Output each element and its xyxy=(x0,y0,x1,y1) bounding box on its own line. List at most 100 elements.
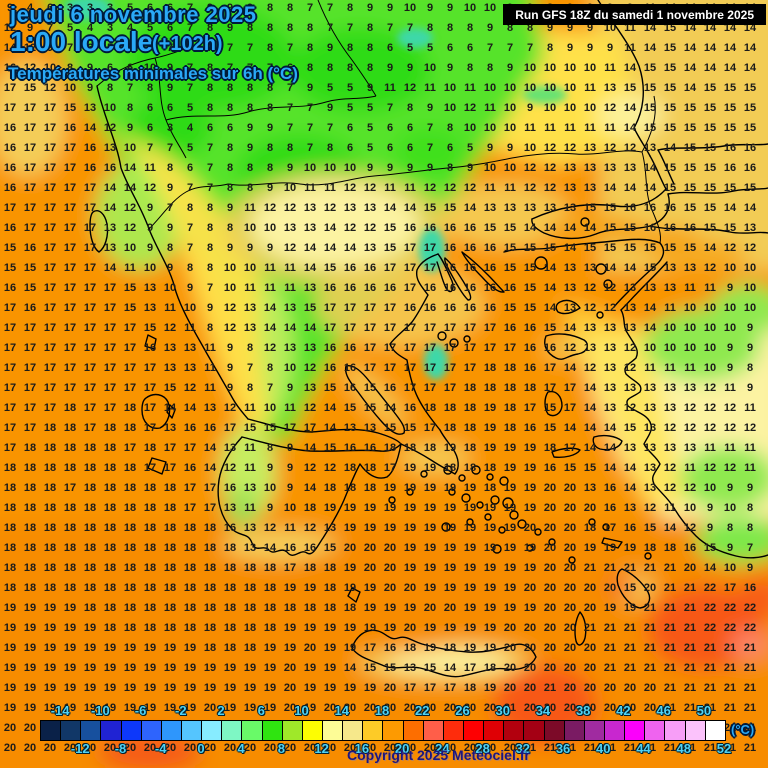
grid-temperature-value: 6 xyxy=(46,2,54,14)
grid-temperature-value: 10 xyxy=(483,122,497,134)
grid-temperature-value: 20 xyxy=(283,682,297,694)
grid-temperature-value: 21 xyxy=(743,722,757,734)
grid-temperature-value: 13 xyxy=(303,342,317,354)
grid-temperature-value: 11 xyxy=(204,342,216,354)
grid-temperature-value: 17 xyxy=(363,362,377,374)
grid-temperature-value: 19 xyxy=(343,642,357,654)
grid-temperature-value: 19 xyxy=(303,702,317,714)
scale-color-cell xyxy=(645,721,666,740)
grid-temperature-value: 13 xyxy=(283,302,297,314)
grid-temperature-value: 18 xyxy=(103,582,117,594)
grid-temperature-value: 5 xyxy=(126,42,134,54)
grid-temperature-value: 13 xyxy=(623,322,637,334)
grid-temperature-value: 18 xyxy=(123,482,137,494)
grid-temperature-value: 12 xyxy=(343,222,357,234)
grid-temperature-value: 14 xyxy=(583,222,597,234)
grid-temperature-value: 19 xyxy=(483,542,497,554)
grid-temperature-value: 19 xyxy=(263,682,277,694)
grid-temperature-value: 9 xyxy=(206,302,214,314)
grid-temperature-value: 6 xyxy=(146,102,154,114)
scale-tick-label: 16 xyxy=(354,741,370,756)
grid-temperature-value: 5 xyxy=(366,102,374,114)
grid-temperature-value: 8 xyxy=(506,22,514,34)
grid-temperature-value: 13 xyxy=(603,322,617,334)
grid-temperature-value: 12 xyxy=(263,522,277,534)
grid-temperature-value: 6 xyxy=(406,122,414,134)
grid-temperature-value: 15 xyxy=(423,662,437,674)
grid-temperature-value: 15 xyxy=(323,382,337,394)
grid-temperature-value: 20 xyxy=(423,742,437,754)
grid-temperature-value: 11 xyxy=(704,282,716,294)
grid-temperature-value: 19 xyxy=(423,622,437,634)
grid-temperature-value: 17 xyxy=(143,462,157,474)
grid-temperature-value: 17 xyxy=(43,142,57,154)
grid-temperature-value: 9 xyxy=(446,2,454,14)
grid-temperature-value: 8 xyxy=(226,222,234,234)
grid-temperature-value: 14 xyxy=(623,102,637,114)
grid-temperature-value: 14 xyxy=(303,442,317,454)
grid-temperature-value: 21 xyxy=(683,622,697,634)
grid-temperature-value: 18 xyxy=(423,442,437,454)
grid-temperature-value: 14 xyxy=(263,542,277,554)
grid-temperature-value: 17 xyxy=(43,362,57,374)
grid-temperature-value: 12 xyxy=(283,202,297,214)
grid-temperature-value: 8 xyxy=(126,102,134,114)
grid-temperature-value: 18 xyxy=(183,562,197,574)
grid-temperature-value: 18 xyxy=(63,422,77,434)
grid-temperature-value: 12 xyxy=(323,202,337,214)
grid-temperature-value: 11 xyxy=(164,302,176,314)
grid-temperature-value: 19 xyxy=(423,542,437,554)
grid-temperature-value: 22 xyxy=(723,622,737,634)
grid-temperature-value: 10 xyxy=(423,62,437,74)
grid-temperature-value: 9 xyxy=(166,82,174,94)
grid-temperature-value: 17 xyxy=(383,362,397,374)
grid-temperature-value: 17 xyxy=(83,382,97,394)
grid-temperature-value: 14 xyxy=(623,482,637,494)
grid-temperature-value: 4 xyxy=(86,22,94,34)
grid-temperature-value: 12 xyxy=(163,322,177,334)
grid-temperature-value: 19 xyxy=(63,702,77,714)
grid-temperature-value: 17 xyxy=(163,442,177,454)
grid-temperature-value: 11 xyxy=(464,82,476,94)
scale-tick-label: 22 xyxy=(415,703,430,718)
grid-temperature-value: 15 xyxy=(423,202,437,214)
grid-temperature-value: 18 xyxy=(143,482,157,494)
grid-temperature-value: 21 xyxy=(723,702,737,714)
grid-temperature-value: 17 xyxy=(83,182,97,194)
grid-temperature-value: 15 xyxy=(323,262,337,274)
grid-temperature-value: 20 xyxy=(583,502,597,514)
grid-temperature-value: 18 xyxy=(343,602,357,614)
grid-temperature-value: 11 xyxy=(304,182,316,194)
grid-temperature-value: 15 xyxy=(523,242,537,254)
grid-temperature-value: 17 xyxy=(3,442,17,454)
grid-temperature-value: 10 xyxy=(123,242,137,254)
grid-temperature-value: 19 xyxy=(183,662,197,674)
grid-temperature-value: 15 xyxy=(403,422,417,434)
grid-temperature-value: 15 xyxy=(543,242,557,254)
grid-temperature-value: 21 xyxy=(583,622,597,634)
grid-temperature-value: 18 xyxy=(123,402,137,414)
grid-temperature-value: 14 xyxy=(603,442,617,454)
grid-temperature-value: 9 xyxy=(506,62,514,74)
grid-temperature-value: 20 xyxy=(563,702,577,714)
grid-temperature-value: 9 xyxy=(426,2,434,14)
grid-temperature-value: 18 xyxy=(123,562,137,574)
grid-temperature-value: 19 xyxy=(323,642,337,654)
grid-temperature-value: 12 xyxy=(183,382,197,394)
grid-temperature-value: 12 xyxy=(543,182,557,194)
grid-temperature-value: 9 xyxy=(226,2,234,14)
grid-temperature-value: 20 xyxy=(343,702,357,714)
grid-temperature-value: 17 xyxy=(23,322,37,334)
grid-temperature-value: 10 xyxy=(563,102,577,114)
grid-temperature-value: 15 xyxy=(743,122,757,134)
grid-temperature-value: 14 xyxy=(543,302,557,314)
grid-temperature-value: 14 xyxy=(603,422,617,434)
grid-temperature-value: 9 xyxy=(226,342,234,354)
grid-temperature-value: 15 xyxy=(603,222,617,234)
grid-temperature-value: 15 xyxy=(643,122,657,134)
grid-temperature-value: 21 xyxy=(663,742,677,754)
grid-temperature-value: 18 xyxy=(83,462,97,474)
scale-tick-label: 32 xyxy=(515,741,531,756)
grid-temperature-value: 17 xyxy=(63,302,77,314)
grid-temperature-value: 13 xyxy=(183,342,197,354)
